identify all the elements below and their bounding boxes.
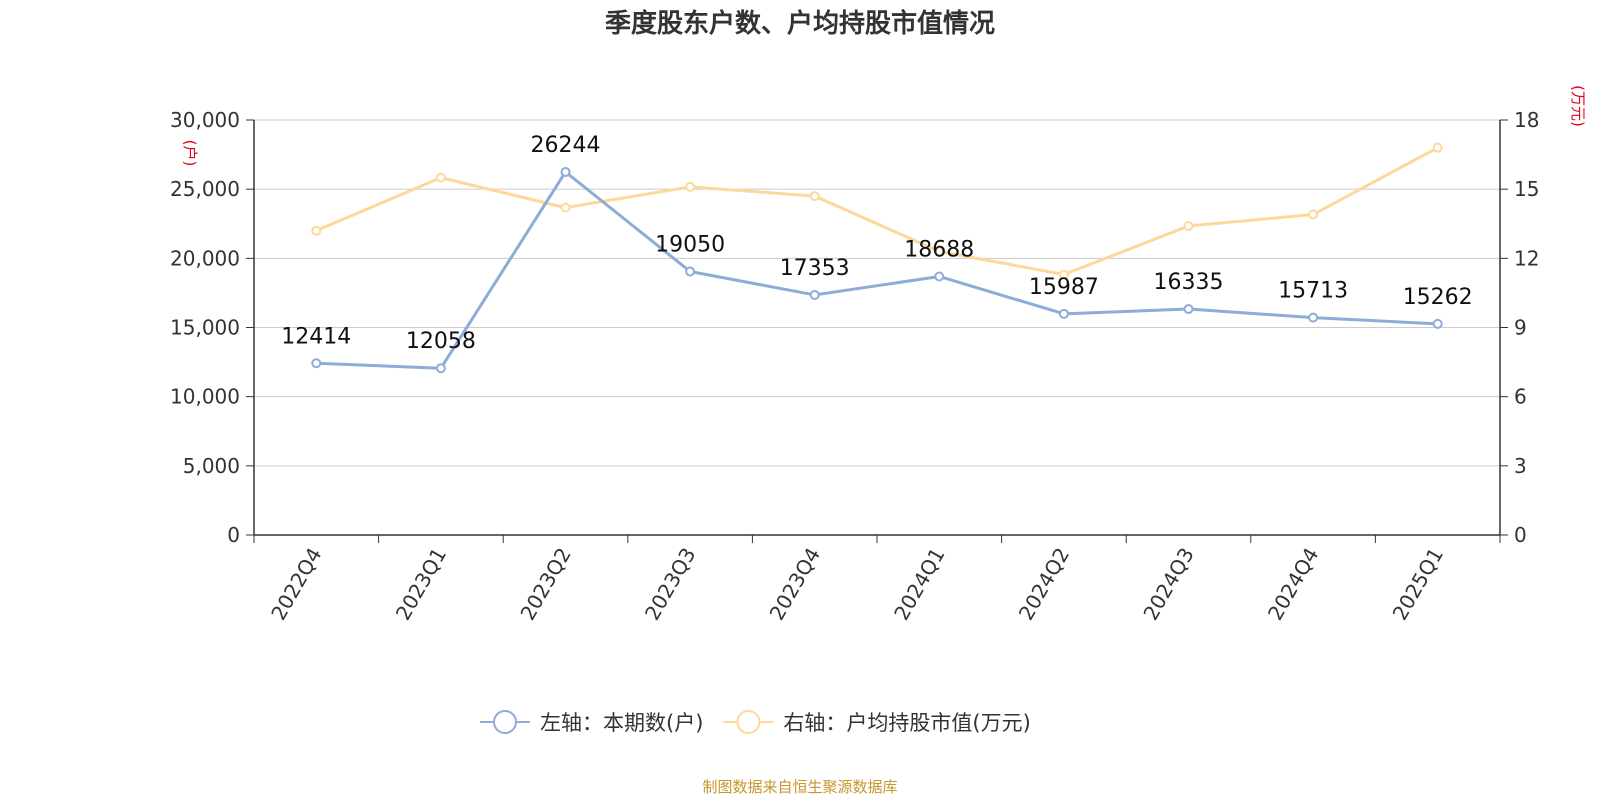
right-tick-label: 12 [1514,246,1539,270]
x-tick-label: 2023Q1 [391,544,451,625]
data-point-right [685,181,696,192]
x-tick-label: 2024Q1 [889,544,949,625]
right-tick-label: 18 [1514,108,1539,132]
right-tick-label: 0 [1514,523,1527,547]
data-point-left [311,358,322,369]
left-tick-label: 0 [227,523,240,547]
data-point-right [311,225,322,236]
data-label: 12058 [406,329,476,354]
series-line-left [316,170,1438,370]
left-axis-unit: (户) [181,140,199,167]
data-label: 19050 [655,232,725,257]
x-tick-label: 2023Q4 [765,544,825,625]
plot-area: 0 5,000 10,000 15,000 20,000 25,000 30,000 0 3 6 9… [170,108,1539,624]
data-point-right [809,191,820,202]
left-tick-label: 5,000 [183,454,240,478]
data-label: 26244 [531,133,601,158]
data-point-left [1308,312,1319,323]
data-label: 15262 [1403,285,1473,310]
x-tick-label: 2025Q1 [1388,544,1448,625]
right-tick-label: 3 [1514,454,1527,478]
x-tick-label: 2023Q2 [515,544,575,625]
data-point-right [1183,221,1194,232]
data-point-left [685,266,696,277]
data-label: 15713 [1278,279,1348,304]
data-point-right [1432,142,1443,153]
right-tick-label: 9 [1514,316,1527,340]
data-label: 17353 [780,256,850,281]
data-label: 12414 [281,324,351,349]
data-point-left [1058,308,1069,319]
data-label: 16335 [1154,270,1224,295]
data-point-left [934,271,945,282]
left-tick-label: 30,000 [170,108,240,132]
data-point-right [435,172,446,183]
x-tick-label: 2024Q2 [1014,544,1074,625]
right-axis-unit: (万元) [1569,85,1587,127]
legend-marker [736,710,761,734]
left-tick-label: 15,000 [170,316,240,340]
legend-marker [493,710,517,734]
x-tick-label: 2024Q3 [1138,544,1198,625]
right-tick-label: 6 [1514,385,1527,409]
data-point-left [1183,304,1194,315]
right-tick-label: 15 [1514,177,1539,201]
data-point-right [1308,209,1319,220]
legend: 左轴：本期数(户) 右轴：户均持股市值(万元) [480,710,1031,735]
data-point-right [934,246,945,257]
data-label: 18688 [904,237,974,262]
source-note: 制图数据来自恒生聚源数据库 [702,778,897,796]
data-point-right [1058,269,1069,280]
series-line-right [315,146,1439,276]
left-tick-label: 10,000 [170,385,240,409]
data-point-left [809,289,820,300]
left-tick-label: 20,000 [170,246,240,270]
data-point-right [560,202,571,213]
x-tick-label: 2023Q3 [640,544,700,625]
chart-title: 季度股东户数、户均持股市值情况 [605,8,995,39]
legend-label: 左轴：本期数(户) [540,711,703,735]
data-label: 15987 [1029,275,1099,300]
data-point-left [1432,318,1443,329]
x-tick-label: 2024Q4 [1263,544,1323,625]
data-point-left [435,363,446,374]
legend-label: 右轴：户均持股市值(万元) [783,711,1030,735]
data-point-left [560,166,571,177]
left-tick-label: 25,000 [170,177,240,201]
x-tick-label: 2022Q4 [266,544,326,625]
